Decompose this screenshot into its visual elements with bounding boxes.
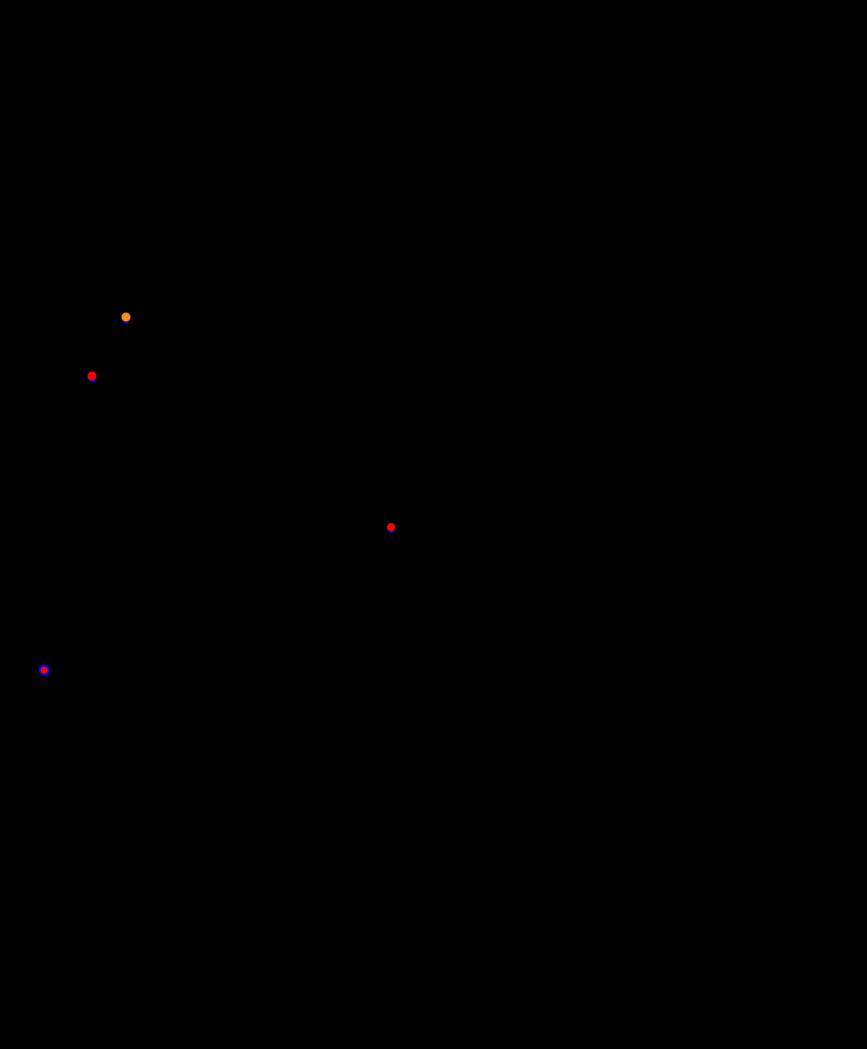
marker-halo [38, 664, 50, 676]
red-marker-upper-left-icon[interactable] [87, 371, 97, 381]
orange-marker-icon[interactable] [121, 312, 131, 322]
red-marker-blue-halo-lower-left-icon[interactable] [40, 666, 48, 674]
red-marker-center-icon[interactable] [387, 523, 395, 531]
